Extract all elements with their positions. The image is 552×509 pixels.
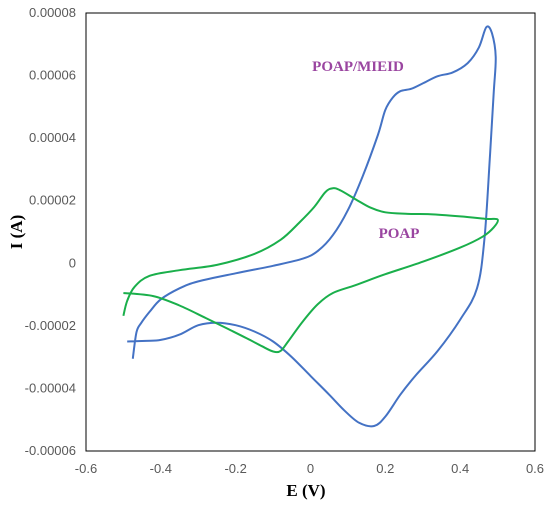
annotation-poap-mieid: POAP/MIEID bbox=[312, 59, 404, 75]
x-tick-label: 0 bbox=[307, 461, 314, 476]
series-line-poap bbox=[122, 187, 499, 354]
series-layer bbox=[122, 25, 499, 428]
y-tick-label: 0.00002 bbox=[29, 193, 76, 208]
y-tick-label: 0 bbox=[69, 255, 76, 270]
y-tick-label: 0.00004 bbox=[29, 130, 76, 145]
annotation-poap: POAP bbox=[379, 226, 420, 242]
x-axis-title: E (V) bbox=[286, 481, 325, 500]
x-tick-label: -0.6 bbox=[75, 461, 97, 476]
y-axis-title: I (A) bbox=[7, 215, 26, 249]
y-tick-label: 0.00006 bbox=[29, 68, 76, 83]
y-tick-label: -0.00002 bbox=[25, 318, 76, 333]
series-line-poap-mieid bbox=[127, 25, 497, 428]
x-tick-labels: -0.6 -0.4 -0.2 0 0.2 0.4 0.6 bbox=[75, 461, 544, 476]
y-tick-label: 0.00008 bbox=[29, 5, 76, 20]
x-tick-label: 0.2 bbox=[376, 461, 394, 476]
x-tick-label: -0.4 bbox=[150, 461, 172, 476]
x-tick-label: 0.6 bbox=[526, 461, 544, 476]
y-tick-label: -0.00004 bbox=[25, 380, 76, 395]
x-tick-label: -0.2 bbox=[224, 461, 246, 476]
y-tick-labels: 0.00008 0.00006 0.00004 0.00002 0 -0.00002 -0.… bbox=[25, 5, 76, 458]
y-tick-label: -0.00006 bbox=[25, 443, 76, 458]
x-tick-label: 0.4 bbox=[451, 461, 469, 476]
plot-frame bbox=[85, 12, 536, 452]
